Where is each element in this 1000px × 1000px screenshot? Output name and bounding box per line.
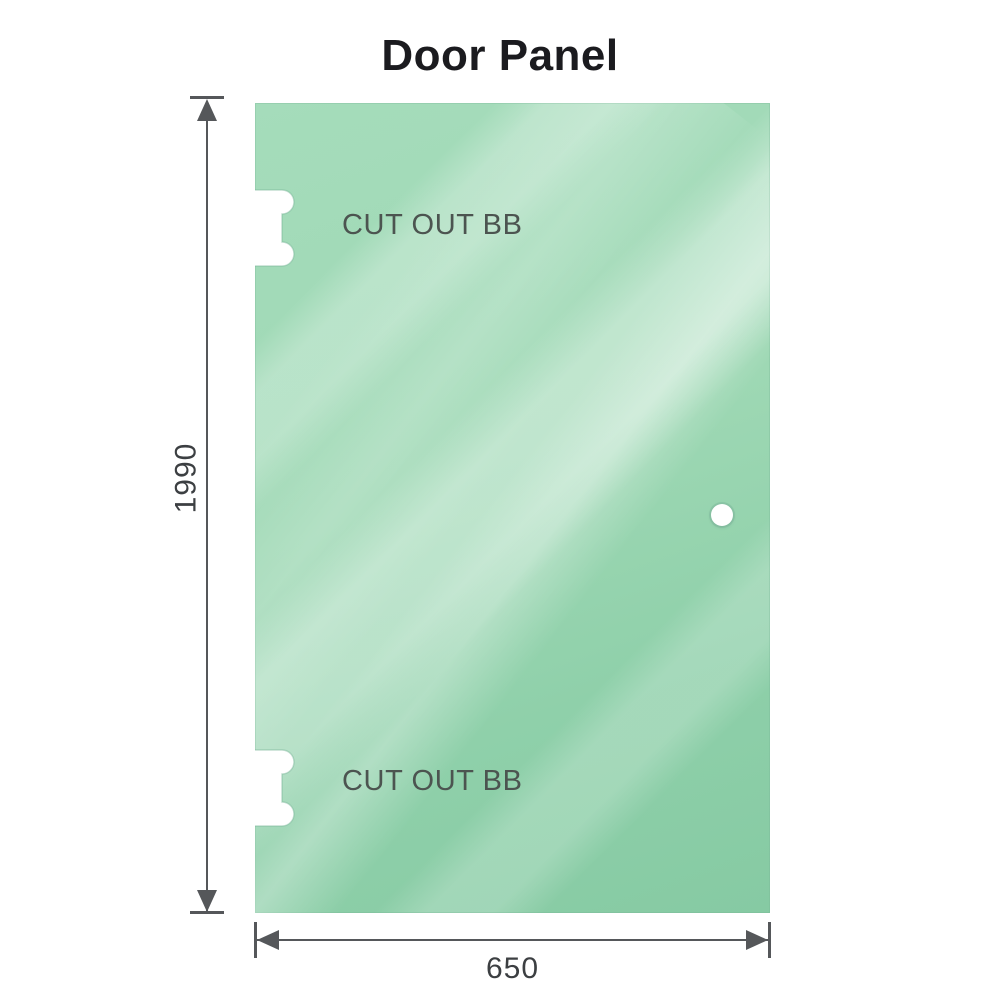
dimension-tick-right bbox=[768, 922, 771, 958]
hinge-cutout-bottom bbox=[255, 747, 300, 829]
dimension-arrow-down-icon bbox=[197, 890, 217, 912]
dimension-arrow-up-icon bbox=[197, 99, 217, 121]
dimension-line-vertical bbox=[206, 103, 208, 913]
page-title: Door Panel bbox=[381, 31, 619, 80]
dimension-arrow-left-icon bbox=[257, 930, 279, 950]
door-panel-glass bbox=[255, 103, 770, 913]
hinge-cutout-top bbox=[255, 187, 300, 269]
dimension-label-height: 1990 bbox=[169, 442, 203, 514]
hinge-cutout-shape-icon bbox=[255, 749, 295, 827]
dimension-tick-top bbox=[190, 96, 224, 99]
dimension-arrow-right-icon bbox=[746, 930, 768, 950]
dimension-tick-left bbox=[254, 922, 257, 958]
cutout-label-top: CUT OUT BB bbox=[342, 209, 523, 241]
hinge-cutout-shape-icon bbox=[255, 189, 295, 267]
cutout-label-bottom: CUT OUT BB bbox=[342, 765, 523, 797]
dimension-tick-bottom bbox=[190, 911, 224, 914]
dimension-label-width: 650 bbox=[485, 952, 540, 985]
dimension-line-horizontal bbox=[255, 939, 770, 941]
handle-hole-icon bbox=[711, 504, 733, 526]
